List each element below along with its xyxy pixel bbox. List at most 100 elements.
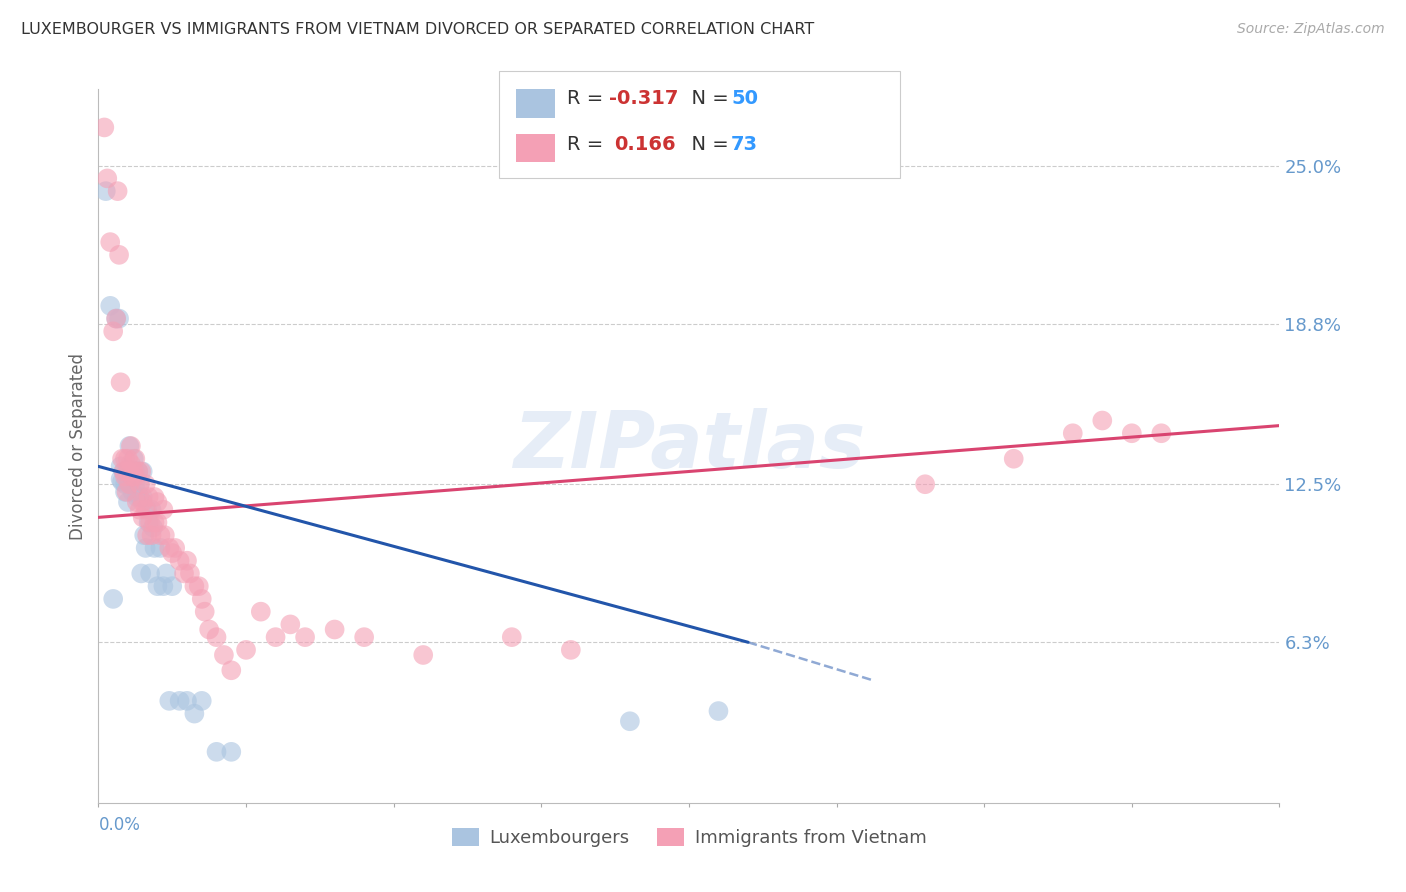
Point [132,490,155,504]
Point [149,528,172,542]
Point [98,235,121,249]
Point [155,566,177,581]
Point [105,311,128,326]
Legend: Luxembourgers, Immigrants from Vietnam: Luxembourgers, Immigrants from Vietnam [444,822,934,855]
Point [250,605,273,619]
Point [132,465,155,479]
Point [112,465,135,479]
Point [136,502,159,516]
Point [146,495,169,509]
Point [353,630,375,644]
Text: Source: ZipAtlas.com: Source: ZipAtlas.com [1237,22,1385,37]
Text: 0.0%: 0.0% [98,815,141,834]
Point [1091,413,1114,427]
Point [114,451,136,466]
Point [142,520,165,534]
Point [124,465,146,479]
Point [128,502,150,516]
Point [124,451,146,466]
Point [707,704,730,718]
Point [117,451,139,466]
Point [120,465,142,479]
Point [118,439,141,453]
Point [212,648,235,662]
Point [194,605,217,619]
Point [134,528,156,542]
Point [111,451,134,466]
Point [128,477,150,491]
Point [173,566,195,581]
Point [1062,426,1084,441]
Point [235,643,257,657]
Point [121,469,143,483]
Point [110,472,132,486]
Point [143,490,166,504]
Point [221,663,243,677]
Point [120,477,142,491]
Point [117,495,139,509]
Point [139,516,162,530]
Point [138,490,160,504]
Point [127,465,149,479]
Point [117,475,139,489]
Point [149,541,172,555]
Point [560,643,582,657]
Point [280,617,302,632]
Point [157,541,180,555]
Point [96,171,118,186]
Point [112,465,135,479]
Point [152,579,174,593]
Point [221,745,243,759]
Point [135,477,157,491]
Point [122,451,145,466]
Point [111,475,134,489]
Point [115,484,138,499]
Point [141,502,163,516]
Point [118,477,141,491]
Point [146,516,169,530]
Point [264,630,287,644]
Y-axis label: Divorced or Separated: Divorced or Separated [69,352,87,540]
Point [124,469,146,483]
Point [125,495,148,509]
Point [323,623,346,637]
Point [914,477,936,491]
Point [1150,426,1173,441]
Point [183,579,205,593]
Point [135,541,157,555]
Point [138,516,160,530]
Point [110,376,132,390]
Point [191,694,214,708]
Point [114,477,136,491]
Point [132,510,155,524]
Point [94,184,117,198]
Point [128,490,150,504]
Point [152,502,174,516]
Point [162,546,183,560]
Point [120,457,142,471]
Text: N =: N = [679,88,735,108]
Text: R =: R = [567,88,609,108]
Point [183,706,205,721]
Point [128,477,150,491]
Point [205,630,228,644]
Text: -0.317: -0.317 [609,88,678,108]
Point [176,694,198,708]
Point [121,484,143,499]
Point [132,495,155,509]
Point [179,566,201,581]
Point [127,465,149,479]
Point [141,528,163,542]
Point [1121,426,1143,441]
Point [135,502,157,516]
Point [187,579,209,593]
Point [139,566,162,581]
Text: 50: 50 [731,88,758,108]
Point [125,490,148,504]
Point [115,465,138,479]
Point [205,745,228,759]
Point [157,694,180,708]
Point [169,694,191,708]
Point [412,648,434,662]
Point [143,516,166,530]
